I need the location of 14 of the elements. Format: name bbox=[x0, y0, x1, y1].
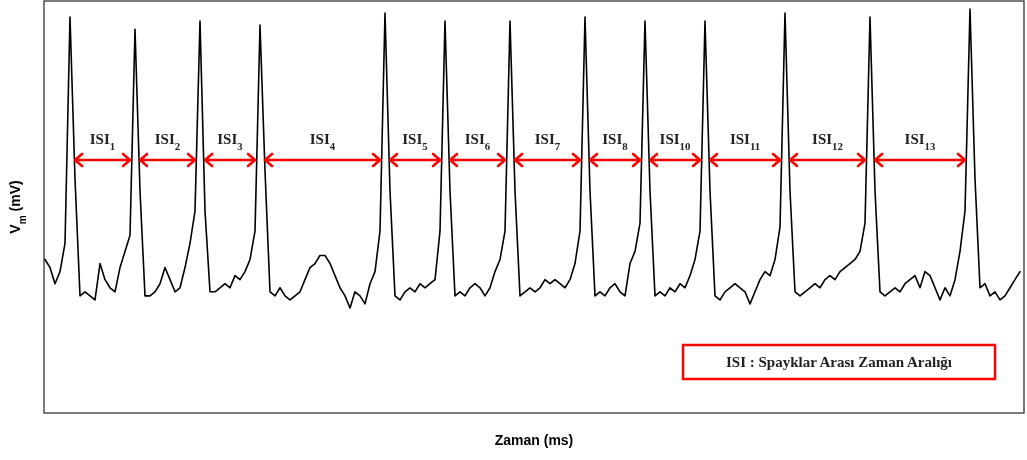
annotation: ISI$_{3}$ bbox=[217, 131, 244, 152]
annotation: ISI$_{6}$ bbox=[464, 131, 491, 152]
x-axis-title: Zaman (ms) bbox=[494, 432, 574, 448]
annotation: ISI$_{12}$ bbox=[812, 131, 843, 152]
annotation: ISI$_{5}$ bbox=[402, 131, 428, 152]
annotation: ISI$_{11}$ bbox=[729, 131, 761, 152]
annotation: ISI$_{2}$ bbox=[154, 131, 181, 152]
annotation: ISI$_{8}$ bbox=[602, 131, 629, 152]
annotation: ISI$_{4}$ bbox=[309, 131, 336, 152]
annotation: ISI$_{7}$ bbox=[534, 131, 561, 152]
annotation: ISI : Spayklar Arası Zaman Aralığı bbox=[725, 354, 953, 370]
annotation: ISI$_{13}$ bbox=[904, 131, 937, 152]
annotation: ISI$_{1}$ bbox=[89, 131, 116, 152]
annotation: ISI$_{10}$ bbox=[659, 131, 691, 152]
